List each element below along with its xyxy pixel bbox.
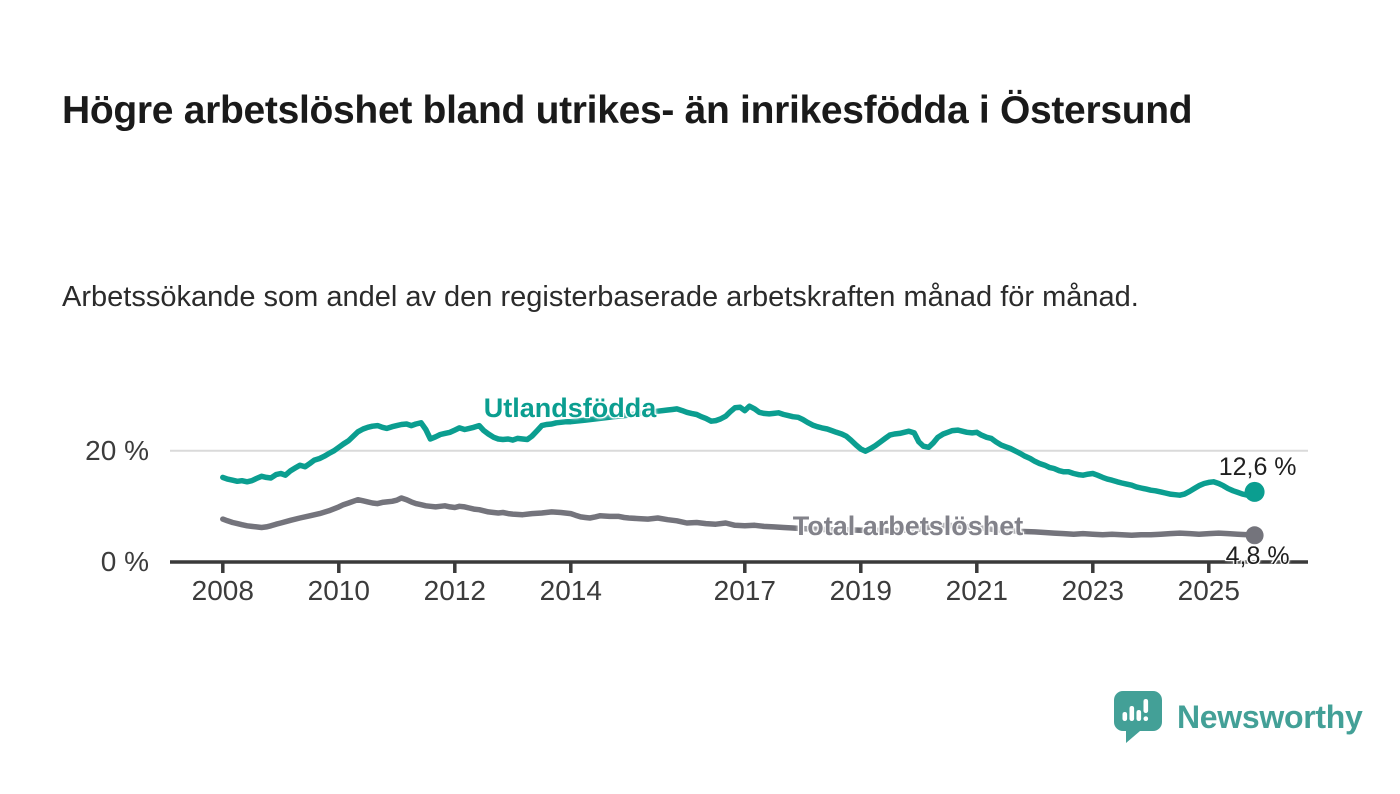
logo-exclamation-dot xyxy=(1143,716,1149,721)
x-tick-label-2023: 2023 xyxy=(1061,575,1124,606)
newsworthy-logo: Newsworthy xyxy=(1113,690,1363,744)
end-value-label-utlandsfodda: 12,6 % xyxy=(1218,452,1297,481)
x-tick-label-2025: 2025 xyxy=(1177,575,1240,606)
x-tick-label-2008: 2008 xyxy=(191,575,254,606)
series-label-utlandsfodda: Utlandsfödda xyxy=(483,393,657,423)
logo-bar-3 xyxy=(1136,710,1142,721)
newsworthy-logo-icon xyxy=(1114,691,1162,743)
series-label-total-arbetsloshet: Total arbetslöshet xyxy=(792,511,1024,541)
x-tick-label-2010: 2010 xyxy=(307,575,370,606)
logo-exclamation-stem xyxy=(1143,699,1149,713)
x-tick-label-2021: 2021 xyxy=(945,575,1008,606)
logo-bar-2 xyxy=(1129,706,1135,721)
y-tick-label-20: 20 % xyxy=(85,434,149,466)
series-line-total-arbetsl-shet xyxy=(220,495,1258,539)
x-tick-label-2017: 2017 xyxy=(713,575,776,606)
series-line-utlandsf-dda xyxy=(220,403,1258,498)
end-dot-0 xyxy=(1244,481,1265,502)
logo-bar-1 xyxy=(1122,712,1128,721)
x-tick-label-2014: 2014 xyxy=(539,575,602,606)
x-tick-label-2012: 2012 xyxy=(423,575,486,606)
end-value-label-total: 4,8 % xyxy=(1225,542,1290,571)
x-tick-label-2019: 2019 xyxy=(829,575,892,606)
page-title: Högre arbetslöshet bland utrikes- än inr… xyxy=(62,89,1193,133)
chart-subtitle: Arbetssökande som andel av den registerb… xyxy=(62,281,1139,313)
newsworthy-logo-text: Newsworthy xyxy=(1177,698,1363,735)
y-tick-label-0: 0 % xyxy=(100,546,149,577)
